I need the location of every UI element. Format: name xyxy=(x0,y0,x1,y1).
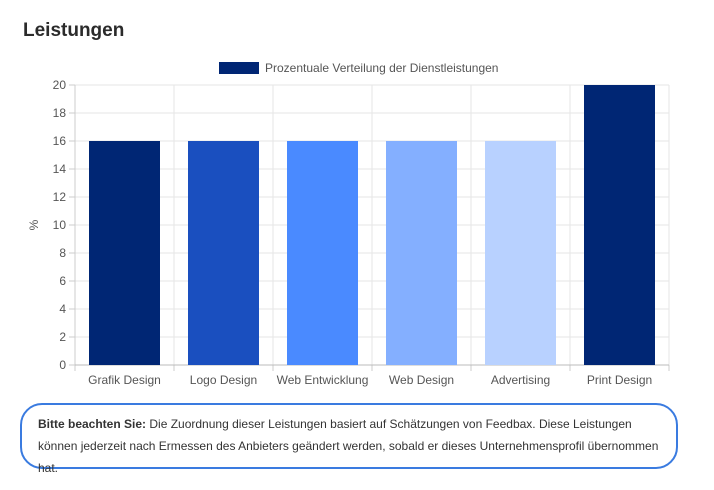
y-tick-label: 18 xyxy=(53,106,67,120)
bar xyxy=(89,141,160,365)
bar xyxy=(485,141,556,365)
x-tick-label: Advertising xyxy=(491,373,550,387)
y-tick-label: 2 xyxy=(59,330,66,344)
y-tick-label: 20 xyxy=(53,78,67,92)
y-tick-label: 10 xyxy=(53,218,67,232)
y-tick-label: 0 xyxy=(59,358,66,372)
bar xyxy=(386,141,457,365)
y-tick-label: 12 xyxy=(53,190,67,204)
y-axis-label: % xyxy=(27,219,41,230)
x-tick-label: Grafik Design xyxy=(88,373,161,387)
notice-label: Bitte beachten Sie: xyxy=(38,417,147,431)
notice-box: Bitte beachten Sie: Die Zuordnung dieser… xyxy=(20,403,678,475)
x-tick-label: Logo Design xyxy=(190,373,257,387)
y-tick-label: 16 xyxy=(53,134,67,148)
y-tick-label: 8 xyxy=(59,246,66,260)
bar xyxy=(287,141,358,365)
x-tick-label: Web Design xyxy=(389,373,454,387)
notice-text: Die Zuordnung dieser Leistungen basiert … xyxy=(38,417,659,475)
bar-chart: 0 2 4 6 8 10 12 14 16 18 20 Grafik Design Logo Desig… xyxy=(27,78,670,387)
y-tick-label: 6 xyxy=(59,274,66,288)
page-title: Leistungen xyxy=(23,20,125,41)
chart-legend[interactable]: Prozentuale Verteilung der Dienstleistun… xyxy=(219,61,498,75)
x-tick-label: Web Entwicklung xyxy=(277,373,369,387)
legend-label: Prozentuale Verteilung der Dienstleistun… xyxy=(265,61,499,75)
y-tick-label: 4 xyxy=(59,302,66,316)
bar xyxy=(584,85,655,365)
legend-swatch xyxy=(219,62,259,74)
bar xyxy=(188,141,259,365)
x-tick-label: Print Design xyxy=(587,373,652,387)
y-tick-label: 14 xyxy=(53,162,67,176)
